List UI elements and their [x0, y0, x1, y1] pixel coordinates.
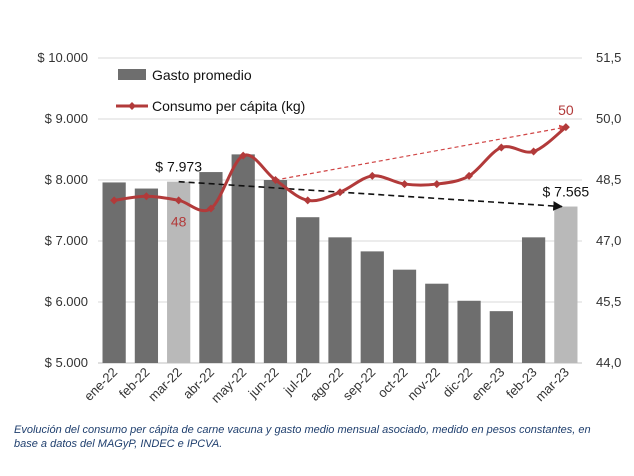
- bar-sep-22: [360, 251, 384, 363]
- bar-jun-22: [263, 180, 288, 363]
- bar-ago-22: [328, 237, 352, 363]
- consumption-marker: [239, 151, 248, 160]
- annotation-label: 50: [558, 102, 574, 118]
- right-axis-tick-label: 48,5: [596, 172, 621, 187]
- annotation-label: 48: [171, 213, 187, 229]
- consumption-marker: [303, 196, 312, 205]
- legend-label: Consumo per cápita (kg): [152, 98, 305, 114]
- x-tick-label: ene-22: [81, 365, 120, 404]
- x-tick-label: jun-22: [245, 365, 282, 402]
- bar-dic-22: [457, 300, 481, 363]
- consumption-marker: [142, 192, 151, 201]
- bar-oct-22: [392, 269, 417, 363]
- bar-jul-22: [296, 217, 320, 363]
- line-series: [110, 123, 570, 213]
- x-tick-label: mar-23: [532, 365, 572, 405]
- chart-area: $ 5.000 $ 6.000 $ 7.000 $ 8.000 $ 9.000 $ 10.…: [37, 50, 621, 406]
- annotation-label: $ 7.973: [155, 159, 202, 175]
- consumption-marker: [465, 171, 474, 180]
- right-axis-tick-label: 45,5: [596, 294, 621, 309]
- bar-feb-22: [134, 188, 159, 363]
- bar-abr-22: [199, 172, 223, 363]
- right-axis-tick-label: 47,0: [596, 233, 621, 248]
- consumption-marker: [368, 171, 377, 180]
- legend-label: Gasto promedio: [152, 67, 252, 83]
- consumption-marker: [529, 147, 538, 156]
- left-axis-tick-label: $ 7.000: [45, 233, 88, 248]
- consumption-marker: [110, 196, 119, 205]
- consumption-marker: [336, 188, 344, 197]
- x-tick-label: nov-22: [404, 365, 443, 404]
- bar-mar-22: [167, 181, 191, 363]
- right-axis-tick-label: 44,0: [596, 355, 621, 370]
- bar-may-22: [231, 154, 255, 363]
- left-axis-tick-label: $ 6.000: [45, 294, 88, 309]
- trend-lines: [178, 124, 567, 211]
- left-axis-ticks: $ 5.000 $ 6.000 $ 7.000 $ 8.000 $ 9.000 $ 10.…: [37, 50, 88, 370]
- legend-swatch-bar: [118, 69, 146, 80]
- consumption-marker: [561, 123, 570, 132]
- left-axis-tick-label: $ 10.000: [37, 50, 88, 65]
- consumption-marker: [206, 204, 215, 213]
- bar-mar-23: [554, 206, 578, 363]
- consumption-marker: [400, 180, 409, 189]
- legend-swatch-marker: [128, 102, 136, 110]
- left-axis-tick-label: $ 5.000: [45, 355, 88, 370]
- consumption-marker: [271, 176, 280, 184]
- x-tick-label: ene-23: [468, 365, 507, 404]
- bar-series: [102, 154, 578, 363]
- annotations: $ 7.973 $ 7.565 48 50: [155, 102, 589, 229]
- x-tick-label: oct-22: [374, 365, 410, 401]
- legend: Gasto promedio Consumo per cápita (kg): [116, 67, 305, 114]
- spend-trend-arrow: [178, 180, 563, 211]
- bar-nov-22: [425, 283, 449, 363]
- bar-feb-23: [521, 237, 546, 363]
- x-tick-label: may-22: [208, 365, 249, 406]
- x-tick-label: ago-22: [307, 365, 346, 404]
- right-axis-tick-label: 51,5: [596, 50, 621, 65]
- consumption-marker: [432, 180, 441, 189]
- bar-ene-23: [489, 311, 513, 363]
- left-axis-tick-label: $ 9.000: [45, 111, 88, 126]
- right-axis-ticks: 44,0 45,5 47,0 48,5 50,0 51,5: [596, 50, 621, 370]
- consumption-marker: [174, 196, 183, 205]
- figure-caption: Evolución del consumo per cápita de carn…: [14, 424, 591, 450]
- left-axis-tick-label: $ 8.000: [45, 172, 88, 187]
- consumption-marker: [497, 143, 506, 152]
- x-tick-label: sep-22: [340, 365, 379, 404]
- consumption-trend-arrow: [275, 124, 567, 181]
- x-tick-label: mar-22: [145, 365, 185, 405]
- right-axis-tick-label: 50,0: [596, 111, 621, 126]
- bar-ene-22: [102, 182, 126, 363]
- annotation-label: $ 7.565: [543, 184, 590, 200]
